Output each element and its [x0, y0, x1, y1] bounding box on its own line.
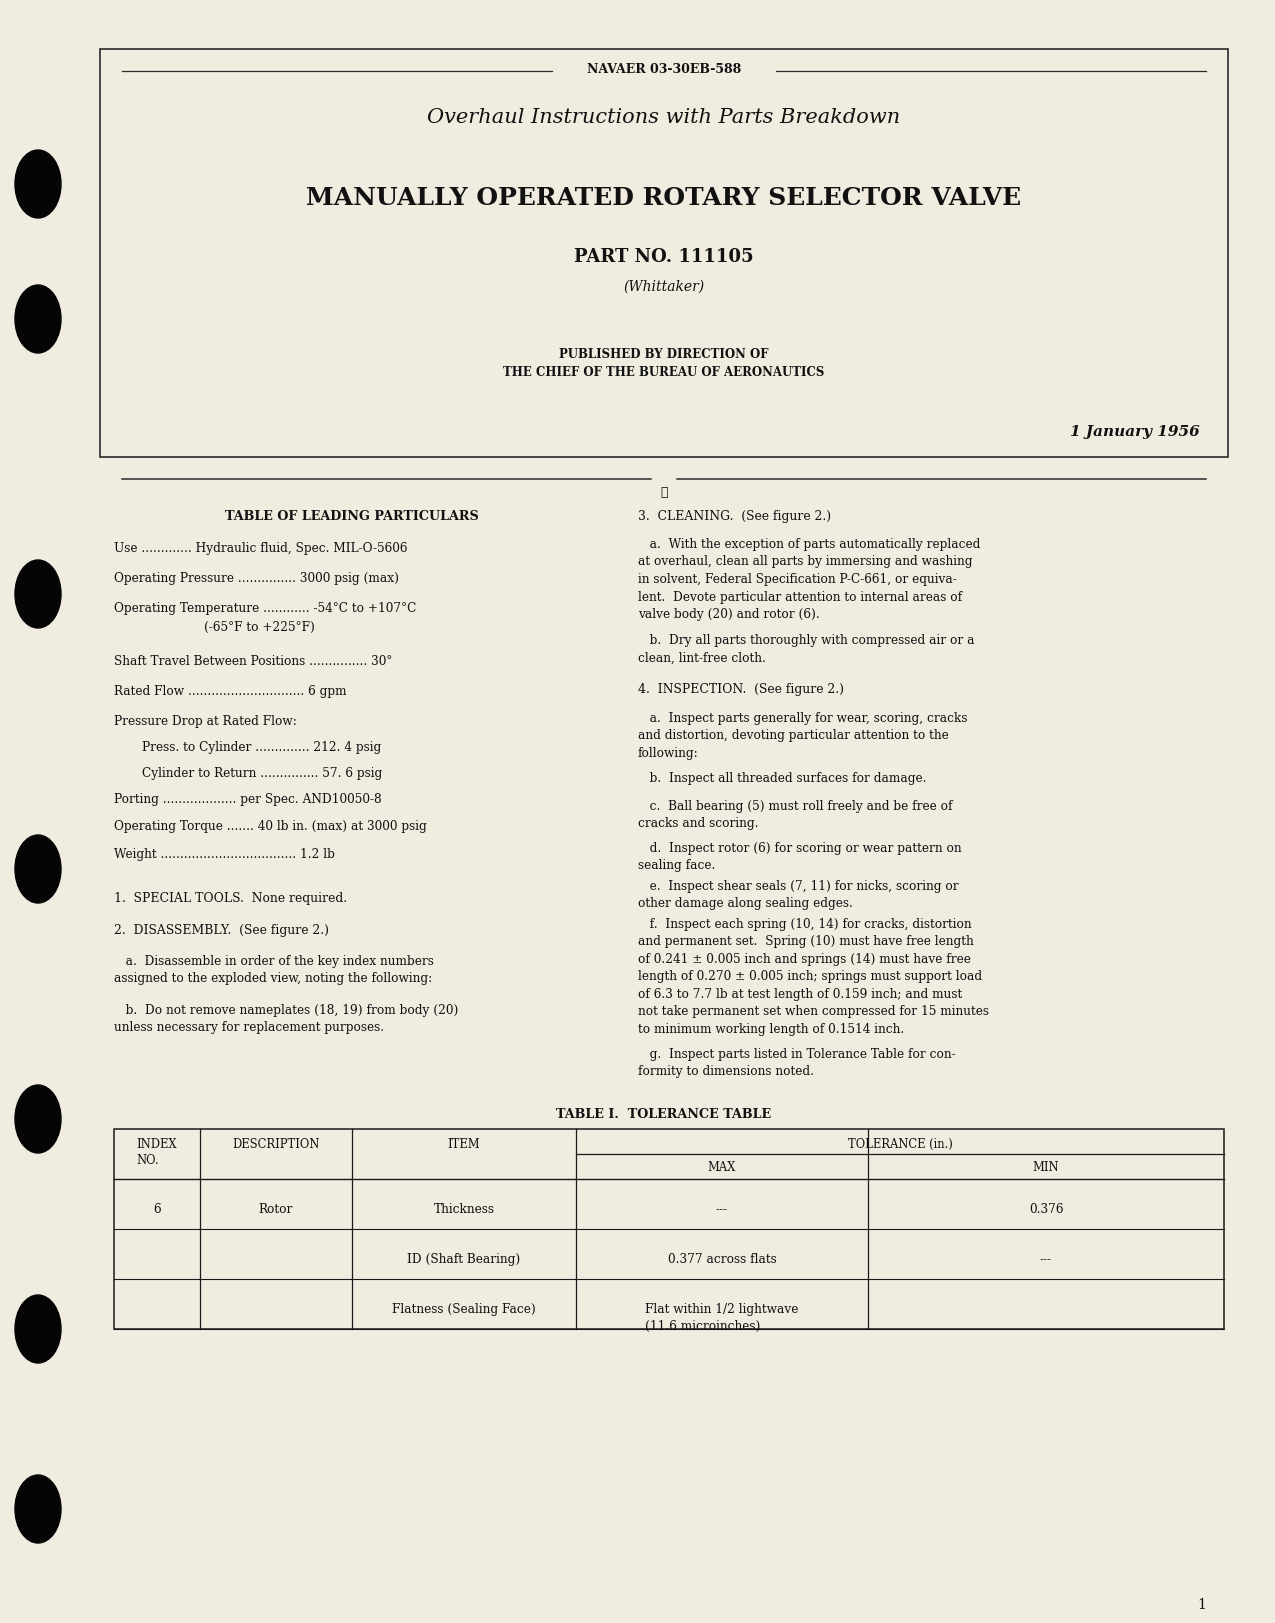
Text: Operating Temperature ............ -54°C to +107°C: Operating Temperature ............ -54°C…: [113, 602, 417, 615]
Text: TABLE OF LEADING PARTICULARS: TABLE OF LEADING PARTICULARS: [226, 510, 479, 523]
Text: 6: 6: [153, 1203, 161, 1216]
Text: Flat within 1/2 lightwave
(11.6 microinches): Flat within 1/2 lightwave (11.6 microinc…: [645, 1302, 798, 1332]
Ellipse shape: [15, 1086, 61, 1154]
Text: Porting ................... per Spec. AND10050-8: Porting ................... per Spec. AN…: [113, 792, 381, 805]
Bar: [113, 1130, 1224, 1329]
Text: 3.  CLEANING.  (See figure 2.): 3. CLEANING. (See figure 2.): [638, 510, 831, 523]
Ellipse shape: [15, 560, 61, 628]
Text: ---: ---: [1040, 1253, 1052, 1266]
Ellipse shape: [15, 151, 61, 219]
Text: ITEM: ITEM: [448, 1138, 481, 1151]
Text: a.  Disassemble in order of the key index numbers
assigned to the exploded view,: a. Disassemble in order of the key index…: [113, 954, 434, 985]
Text: 0.376: 0.376: [1029, 1203, 1063, 1216]
Text: c.  Ball bearing (5) must roll freely and be free of
cracks and scoring.: c. Ball bearing (5) must roll freely and…: [638, 800, 952, 829]
Text: Press. to Cylinder .............. 212. 4 psig: Press. to Cylinder .............. 212. 4…: [142, 740, 381, 753]
Text: d.  Inspect rotor (6) for scoring or wear pattern on
sealing face.: d. Inspect rotor (6) for scoring or wear…: [638, 841, 961, 872]
Text: Shaft Travel Between Positions ............... 30°: Shaft Travel Between Positions .........…: [113, 654, 393, 667]
Text: 1.  SPECIAL TOOLS.  None required.: 1. SPECIAL TOOLS. None required.: [113, 891, 347, 904]
Text: TABLE I.  TOLERANCE TABLE: TABLE I. TOLERANCE TABLE: [556, 1107, 771, 1120]
Text: Thickness: Thickness: [434, 1203, 495, 1216]
Text: 1 January 1956: 1 January 1956: [1070, 425, 1200, 438]
Text: e.  Inspect shear seals (7, 11) for nicks, scoring or
other damage along sealing: e. Inspect shear seals (7, 11) for nicks…: [638, 880, 959, 911]
Text: Operating Torque ....... 40 lb in. (max) at 3000 psig: Operating Torque ....... 40 lb in. (max)…: [113, 820, 427, 833]
Text: 0.377 across flats: 0.377 across flats: [668, 1253, 776, 1266]
Ellipse shape: [15, 1295, 61, 1363]
Text: f.  Inspect each spring (10, 14) for cracks, distortion
and permanent set.  Spri: f. Inspect each spring (10, 14) for crac…: [638, 917, 989, 1035]
Text: Overhaul Instructions with Parts Breakdown: Overhaul Instructions with Parts Breakdo…: [427, 109, 900, 127]
Text: Pressure Drop at Rated Flow:: Pressure Drop at Rated Flow:: [113, 714, 297, 727]
Text: b.  Do not remove nameplates (18, 19) from body (20)
unless necessary for replac: b. Do not remove nameplates (18, 19) fro…: [113, 1003, 459, 1034]
Text: THE CHIEF OF THE BUREAU OF AERONAUTICS: THE CHIEF OF THE BUREAU OF AERONAUTICS: [504, 365, 825, 378]
Text: Operating Pressure ............... 3000 psig (max): Operating Pressure ............... 3000 …: [113, 571, 399, 584]
Text: NAVAER 03-30EB-588: NAVAER 03-30EB-588: [586, 63, 741, 76]
Text: MAX: MAX: [708, 1160, 736, 1173]
Text: b.  Dry all parts thoroughly with compressed air or a
clean, lint-free cloth.: b. Dry all parts thoroughly with compres…: [638, 633, 974, 664]
Text: a.  Inspect parts generally for wear, scoring, cracks
and distortion, devoting p: a. Inspect parts generally for wear, sco…: [638, 711, 968, 760]
Text: (Whittaker): (Whittaker): [623, 279, 705, 294]
Text: Weight ................................... 1.2 lb: Weight .................................…: [113, 847, 335, 860]
Ellipse shape: [15, 286, 61, 354]
Text: ID (Shaft Bearing): ID (Shaft Bearing): [408, 1253, 520, 1266]
Text: 2.  DISASSEMBLY.  (See figure 2.): 2. DISASSEMBLY. (See figure 2.): [113, 923, 329, 936]
Text: (-65°F to +225°F): (-65°F to +225°F): [204, 620, 315, 633]
Text: Cylinder to Return ............... 57. 6 psig: Cylinder to Return ............... 57. 6…: [142, 766, 382, 779]
Text: 4.  INSPECTION.  (See figure 2.): 4. INSPECTION. (See figure 2.): [638, 683, 844, 696]
Text: DESCRIPTION: DESCRIPTION: [232, 1138, 320, 1151]
Text: PUBLISHED BY DIRECTION OF: PUBLISHED BY DIRECTION OF: [560, 347, 769, 360]
Text: 1: 1: [1197, 1597, 1206, 1612]
Text: MIN: MIN: [1033, 1160, 1060, 1173]
Text: ---: ---: [717, 1203, 728, 1216]
Ellipse shape: [15, 836, 61, 904]
Text: Rated Flow .............................. 6 gpm: Rated Flow .............................…: [113, 685, 347, 698]
Ellipse shape: [15, 1475, 61, 1543]
Text: PART NO. 111105: PART NO. 111105: [574, 248, 754, 266]
Text: INDEX
NO.: INDEX NO.: [136, 1138, 177, 1167]
Text: MANUALLY OPERATED ROTARY SELECTOR VALVE: MANUALLY OPERATED ROTARY SELECTOR VALVE: [306, 187, 1021, 209]
Text: ★: ★: [660, 485, 668, 498]
Text: g.  Inspect parts listed in Tolerance Table for con-
formity to dimensions noted: g. Inspect parts listed in Tolerance Tab…: [638, 1047, 956, 1078]
Text: Use ............. Hydraulic fluid, Spec. MIL-O-5606: Use ............. Hydraulic fluid, Spec.…: [113, 542, 408, 555]
Text: Flatness (Sealing Face): Flatness (Sealing Face): [393, 1302, 536, 1315]
Bar: [99, 50, 1228, 458]
Text: a.  With the exception of parts automatically replaced
at overhaul, clean all pa: a. With the exception of parts automatic…: [638, 537, 980, 620]
Text: TOLERANCE (in.): TOLERANCE (in.): [848, 1138, 952, 1151]
Text: b.  Inspect all threaded surfaces for damage.: b. Inspect all threaded surfaces for dam…: [638, 771, 927, 784]
Text: Rotor: Rotor: [259, 1203, 293, 1216]
